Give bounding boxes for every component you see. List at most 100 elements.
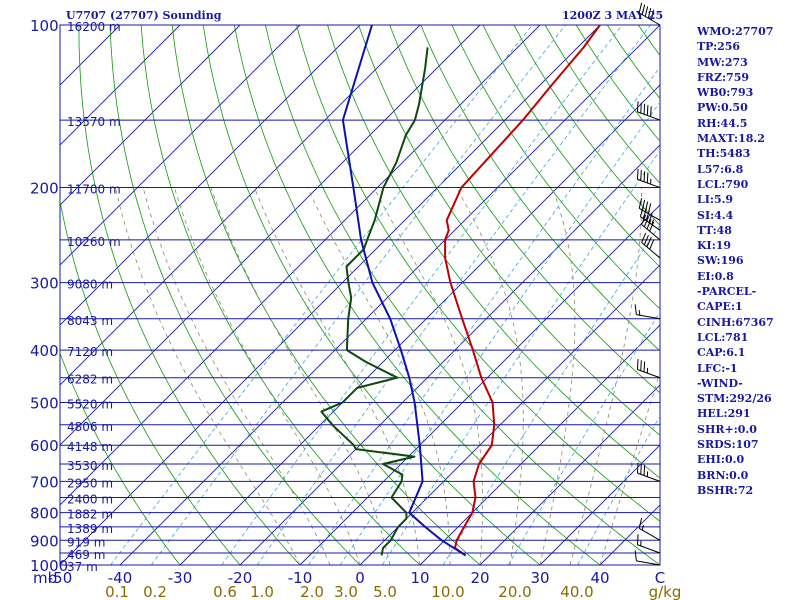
mixing-ratio-label: 5.0 [373, 583, 397, 600]
temperature-tick-label: 20 [470, 569, 489, 587]
height-label: 2400 m [67, 493, 113, 507]
index-item: BRN:0.0 [697, 468, 749, 482]
index-item: MAXT:18.2 [697, 132, 765, 146]
height-label: 6282 m [67, 373, 113, 387]
isotherm-line [60, 25, 541, 506]
temperature-trace [444, 25, 601, 557]
moist-adiabat [254, 187, 421, 565]
barb-feather [636, 534, 639, 545]
index-item: EI:0.8 [697, 269, 734, 283]
height-label: 8043 m [67, 314, 113, 328]
temperature-tick-label: -10 [288, 569, 313, 587]
barb-feather [636, 359, 639, 370]
mixing-ratio-label: 3.0 [334, 583, 358, 600]
index-list: WMO:27707 TP:256 MW:273 FRZ:759 WB0:793 PW:0.… [697, 24, 800, 498]
barb-feather [638, 518, 643, 529]
mixing-ratio-label: 40.0 [560, 583, 593, 600]
isotherm-line [239, 144, 660, 565]
isotherm-line [299, 204, 660, 565]
index-item: PW:0.50 [697, 101, 748, 115]
barb-shaft [636, 560, 661, 566]
barb-shaft [637, 472, 661, 482]
wind-barbs [634, 2, 661, 566]
mixing-ratio-label: 20.0 [498, 583, 531, 600]
height-label: 4148 m [67, 440, 113, 454]
index-item: -WIND- [697, 376, 743, 390]
barb-feather [641, 232, 647, 243]
wind-barb [636, 101, 661, 121]
pressure-tick-label: 400 [30, 342, 59, 360]
barb-feather [650, 106, 652, 117]
index-item: BSHR:72 [697, 483, 754, 497]
temperature-tick-label: -20 [228, 569, 253, 587]
index-item: FRZ:759 [697, 70, 750, 84]
pressure-tick-label: 100 [30, 17, 59, 35]
barb-shaft [641, 242, 661, 259]
index-item: CAPE:1 [697, 300, 743, 314]
station-title: U7707 (27707) Sounding [66, 9, 222, 22]
barb-feather [638, 2, 643, 14]
wind-barb [636, 168, 661, 189]
index-item: LI:5.9 [697, 193, 734, 207]
pressure-tick-label: 600 [30, 437, 59, 455]
height-label: 11700 m [67, 183, 121, 197]
index-item: HEL:291 [697, 407, 751, 421]
pressure-tick-label: 200 [30, 180, 59, 198]
index-item: MW:273 [697, 55, 748, 69]
barb-feather [650, 9, 655, 21]
index-item: RH:44.5 [697, 116, 748, 130]
barb-feather [649, 221, 655, 232]
sounding-time: 1200Z 3 MAY 25 [562, 9, 664, 22]
mixing-ratio-label: 0.1 [105, 583, 129, 600]
barb-feather [643, 103, 646, 115]
index-item: LFC:-1 [697, 361, 738, 375]
index-item: EHI:0.0 [697, 453, 745, 467]
height-label: 1389 m [67, 522, 113, 536]
index-item: KI:19 [697, 239, 732, 253]
barb-feather [643, 361, 646, 372]
moist-adiabat [599, 371, 660, 565]
barb-shaft [638, 12, 661, 26]
isotherm-line [60, 25, 361, 326]
barb-feather [636, 462, 639, 474]
barb-shaft [637, 178, 661, 189]
height-label: 5520 m [67, 397, 113, 411]
barb-feather [638, 198, 643, 209]
sounding-traces [320, 25, 601, 557]
height-label: 919 m [67, 535, 105, 549]
index-item: TP:256 [697, 40, 741, 54]
isotherm-line [119, 25, 660, 565]
isotherm-line [60, 25, 301, 266]
barb-feather [646, 219, 652, 230]
index-item: TH:5483 [697, 147, 751, 161]
barb-feather [640, 102, 642, 114]
height-label: 16200 m [67, 20, 121, 34]
barb-half-feather [638, 309, 641, 316]
temperature-tick-label: -50 [48, 569, 73, 587]
barb-feather [640, 170, 642, 181]
wind-barb [636, 462, 661, 482]
wind-barb [636, 534, 661, 554]
barb-feather [648, 212, 653, 223]
height-label: 13570 m [67, 115, 121, 129]
mixing-ratio-label: 0.6 [213, 583, 237, 600]
barb-shaft [638, 527, 661, 541]
barb-shaft [637, 111, 661, 121]
barb-feather [640, 360, 642, 371]
index-item: SRDS:107 [697, 438, 759, 452]
height-label: 9080 m [67, 278, 113, 292]
barb-feather [649, 239, 655, 250]
isotherm-line [60, 25, 421, 386]
index-item: WB0:793 [697, 86, 754, 100]
height-label: 469 m [67, 548, 105, 562]
pressure-tick-label: 500 [30, 394, 59, 412]
index-item: CINH:67367 [697, 315, 774, 329]
pressure-tick-label: 1000 [30, 557, 68, 575]
index-item: LCL:790 [697, 177, 749, 191]
index-item: SHR+:0.0 [697, 422, 757, 436]
pressure-tick-label: 800 [30, 505, 59, 523]
index-item: WMO:27707 [697, 25, 774, 38]
barb-half-feather [651, 219, 654, 225]
barb-shaft [637, 369, 661, 379]
